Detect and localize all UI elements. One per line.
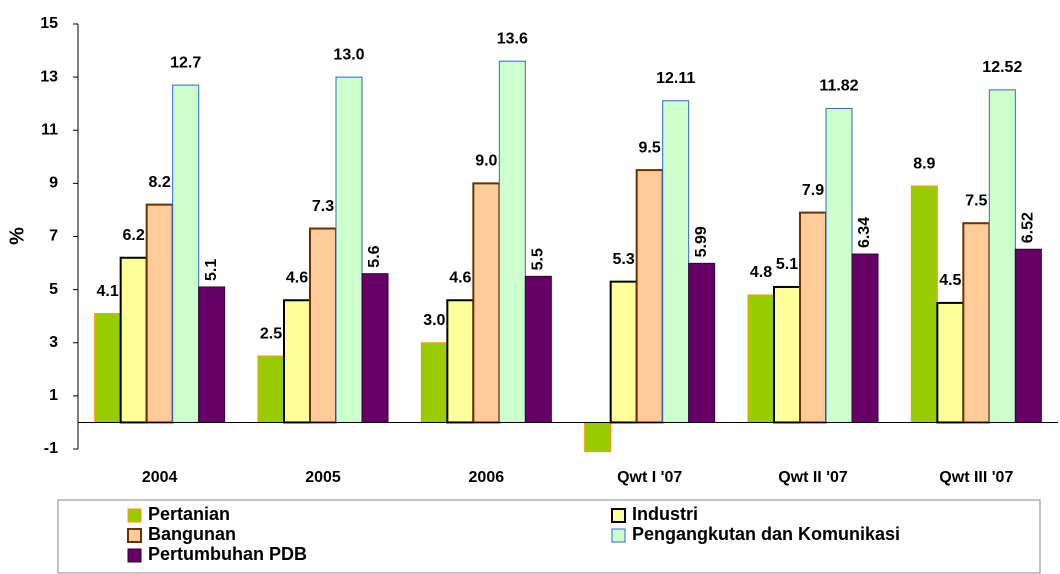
data-label: 6.52 (1020, 212, 1037, 243)
legend-label: Pertanian (148, 504, 230, 524)
bar (988, 89, 1016, 423)
bar (420, 342, 448, 423)
bar (145, 203, 174, 424)
bar (283, 299, 311, 424)
legend-label: Pertumbuhan PDB (148, 544, 307, 564)
data-label: 12.52 (982, 59, 1022, 76)
legend-swatch (611, 528, 626, 543)
legend-swatch (127, 508, 142, 523)
data-label: 6.2 (123, 227, 145, 244)
y-tick-label: -1 (44, 440, 58, 457)
bar (962, 222, 991, 424)
data-label: 5.1 (776, 256, 798, 273)
legend-label: Bangunan (148, 524, 236, 544)
bar (910, 185, 938, 423)
y-tick-label: 15 (40, 15, 58, 32)
bar (361, 273, 389, 423)
data-label: 7.5 (965, 192, 987, 209)
x-tick-label: 2004 (142, 469, 178, 486)
y-tick-label: 11 (41, 121, 58, 138)
bar (309, 227, 337, 424)
legend-label: Industri (632, 504, 698, 524)
bar (688, 262, 716, 423)
bar (851, 253, 879, 423)
data-label: 6.34 (856, 217, 873, 248)
x-tick-label: Qwt II '07 (778, 469, 848, 486)
legend-label: Pengangkutan dan Komunikasi (632, 524, 900, 544)
bar (936, 301, 965, 424)
data-label: 5.3 (613, 251, 635, 268)
x-tick-label: 2006 (469, 469, 505, 486)
bar (472, 182, 501, 424)
data-label: 4.1 (97, 283, 119, 300)
y-tick-label: 5 (49, 281, 58, 298)
data-label: 7.3 (312, 198, 334, 215)
bar (119, 256, 148, 424)
data-label: 4.8 (750, 264, 772, 281)
bar (172, 84, 200, 423)
bar (198, 286, 226, 423)
bar (94, 313, 122, 423)
data-label: 8.9 (913, 155, 935, 172)
y-axis-label: % (6, 227, 28, 245)
data-label: 11.82 (819, 78, 858, 95)
bar (609, 280, 638, 424)
data-label: 5.5 (530, 248, 547, 270)
x-tick-label: Qwt III '07 (939, 469, 1013, 486)
legend-box (57, 499, 1041, 574)
y-tick-label: 7 (49, 228, 58, 245)
data-label: 5.1 (203, 259, 220, 281)
data-label: 9.5 (639, 139, 661, 156)
bar (635, 169, 664, 424)
data-label: 9.0 (475, 153, 497, 170)
bar (799, 211, 827, 424)
bar (257, 355, 285, 423)
bar (524, 275, 552, 423)
bar (335, 76, 363, 423)
data-label: 12.7 (170, 54, 201, 71)
legend-swatch (611, 508, 626, 523)
data-label: 7.9 (802, 182, 824, 199)
y-tick-label: 9 (49, 175, 58, 192)
legend-swatch (127, 548, 142, 563)
legend-swatch (127, 528, 142, 543)
x-tick-label: Qwt I '07 (617, 469, 682, 486)
bar (1014, 248, 1042, 423)
bar (446, 299, 475, 424)
data-label: 4.5 (939, 272, 961, 289)
data-label: 4.6 (286, 269, 308, 286)
data-label: 5.6 (366, 245, 383, 267)
x-tick-label: 2005 (305, 469, 341, 486)
y-tick-label: 1 (49, 387, 58, 404)
data-label: 13.6 (497, 30, 528, 47)
data-label: 8.2 (149, 174, 171, 191)
bar (498, 60, 526, 423)
data-label: 13.0 (333, 46, 364, 63)
y-tick-label: 13 (40, 68, 58, 85)
data-label: 3.0 (423, 312, 445, 329)
bar (662, 100, 690, 423)
data-label: 4.6 (449, 269, 471, 286)
data-label: 12.11 (656, 70, 695, 87)
data-label: 5.99 (693, 226, 710, 257)
bar (584, 421, 612, 453)
bar (773, 285, 801, 424)
data-label: 2.5 (260, 325, 282, 342)
bar (747, 294, 775, 423)
bar (825, 107, 853, 423)
y-tick-label: 3 (49, 334, 58, 351)
